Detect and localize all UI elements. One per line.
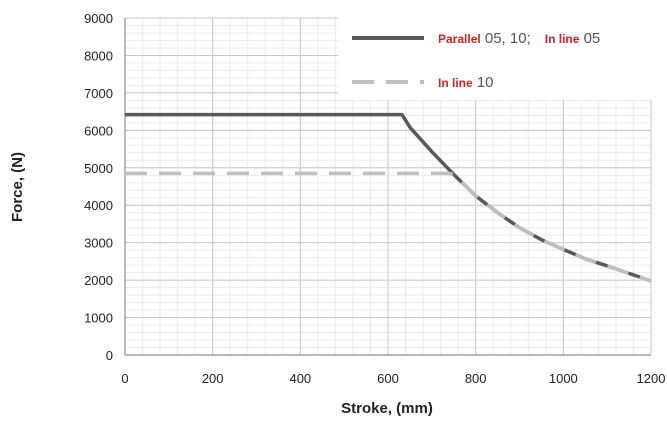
series-layer: [125, 112, 652, 283]
y-tick-label: 0: [106, 348, 113, 363]
legend-text-part: 05, 10;: [481, 30, 531, 47]
y-tick-label: 6000: [84, 123, 113, 138]
y-tick-label: 8000: [84, 48, 113, 63]
y-tick-label: 4000: [84, 198, 113, 213]
series-line-2: [125, 171, 652, 283]
x-tick-label: 1000: [549, 371, 578, 386]
legend: Parallel 05, 10; In line 05 In line 10: [338, 14, 656, 100]
legend-label-series-1: Parallel 05, 10; In line 05: [438, 30, 600, 47]
legend-text-part: 10: [473, 74, 494, 91]
x-tick-label: 600: [377, 371, 399, 386]
tick-labels: 0 200 400 600 800 1000 1200 0 1000 2000 3000 4000 50…: [84, 11, 665, 386]
y-tick-label: 9000: [84, 11, 113, 26]
legend-text-part: 05: [579, 30, 600, 47]
legend-background: [338, 14, 656, 100]
x-tick-label: 400: [289, 371, 311, 386]
x-axis-label: Stroke, (mm): [341, 400, 433, 417]
x-tick-label: 200: [202, 371, 224, 386]
y-tick-label: 5000: [84, 161, 113, 176]
series-line-1: [125, 112, 652, 283]
legend-label-series-2: In line 10: [438, 74, 494, 91]
y-axis-label: Force, (N): [9, 152, 26, 222]
y-tick-label: 7000: [84, 86, 113, 101]
axes: [124, 18, 651, 356]
x-tick-label: 800: [465, 371, 487, 386]
y-tick-label: 2000: [84, 273, 113, 288]
x-tick-label: 1200: [637, 371, 666, 386]
x-tick-label: 0: [121, 371, 128, 386]
legend-text-part: In line: [545, 32, 580, 46]
y-tick-label: 3000: [84, 236, 113, 251]
legend-text-part: In line: [438, 76, 473, 90]
legend-text-part: Parallel: [438, 32, 481, 46]
y-tick-label: 1000: [84, 311, 113, 326]
